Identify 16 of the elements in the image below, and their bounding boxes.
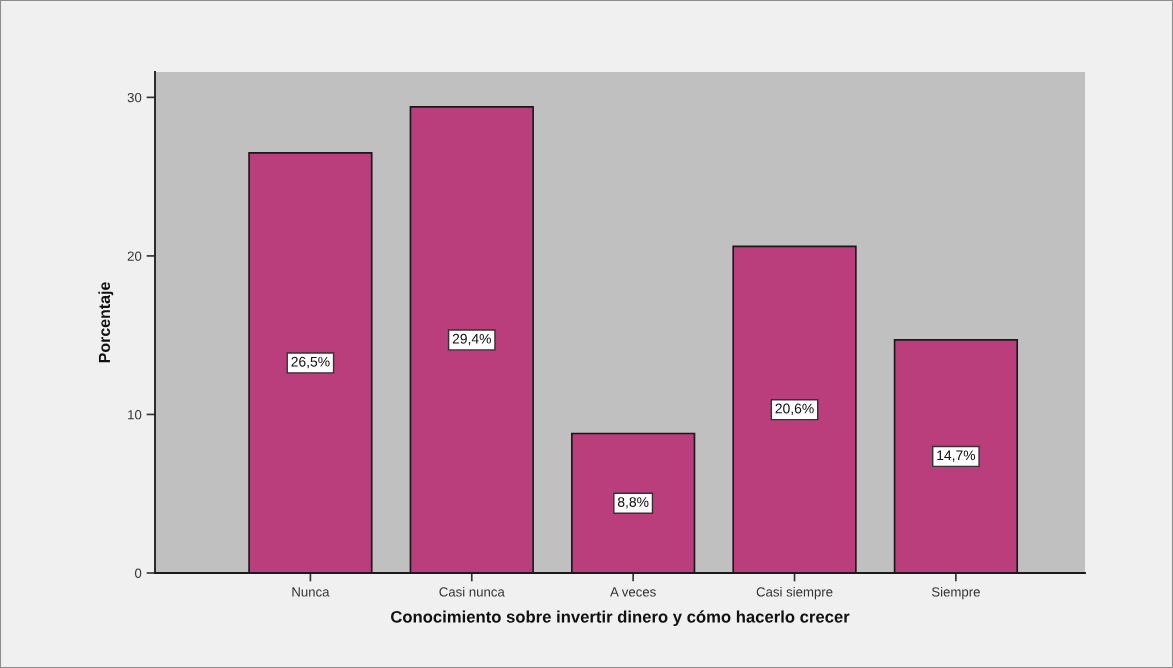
- data-label: 29,4%: [452, 333, 491, 346]
- y-axis-title: Porcentaje: [98, 282, 114, 363]
- x-tick-label: A veces: [610, 587, 656, 597]
- y-tick-label: 10: [128, 410, 142, 420]
- y-tick-label: 20: [127, 251, 142, 261]
- data-label: 14,7%: [937, 450, 976, 462]
- y-tick-label: 0: [134, 568, 142, 578]
- x-tick-label: Casi siempre: [756, 586, 833, 600]
- data-label: 8,8%: [617, 497, 649, 509]
- x-axis-title: Conocimiento sobre invertir dinero y cómo hacerlo crecer: [391, 610, 850, 626]
- x-tick-label: Siempre: [931, 586, 980, 600]
- x-tick-label: Nunca: [292, 587, 330, 597]
- data-label: 20,6%: [775, 403, 814, 416]
- data-label: 26,5%: [291, 356, 330, 369]
- y-tick-label: 30: [127, 92, 142, 103]
- x-tick-label: Casi nunca: [439, 586, 505, 597]
